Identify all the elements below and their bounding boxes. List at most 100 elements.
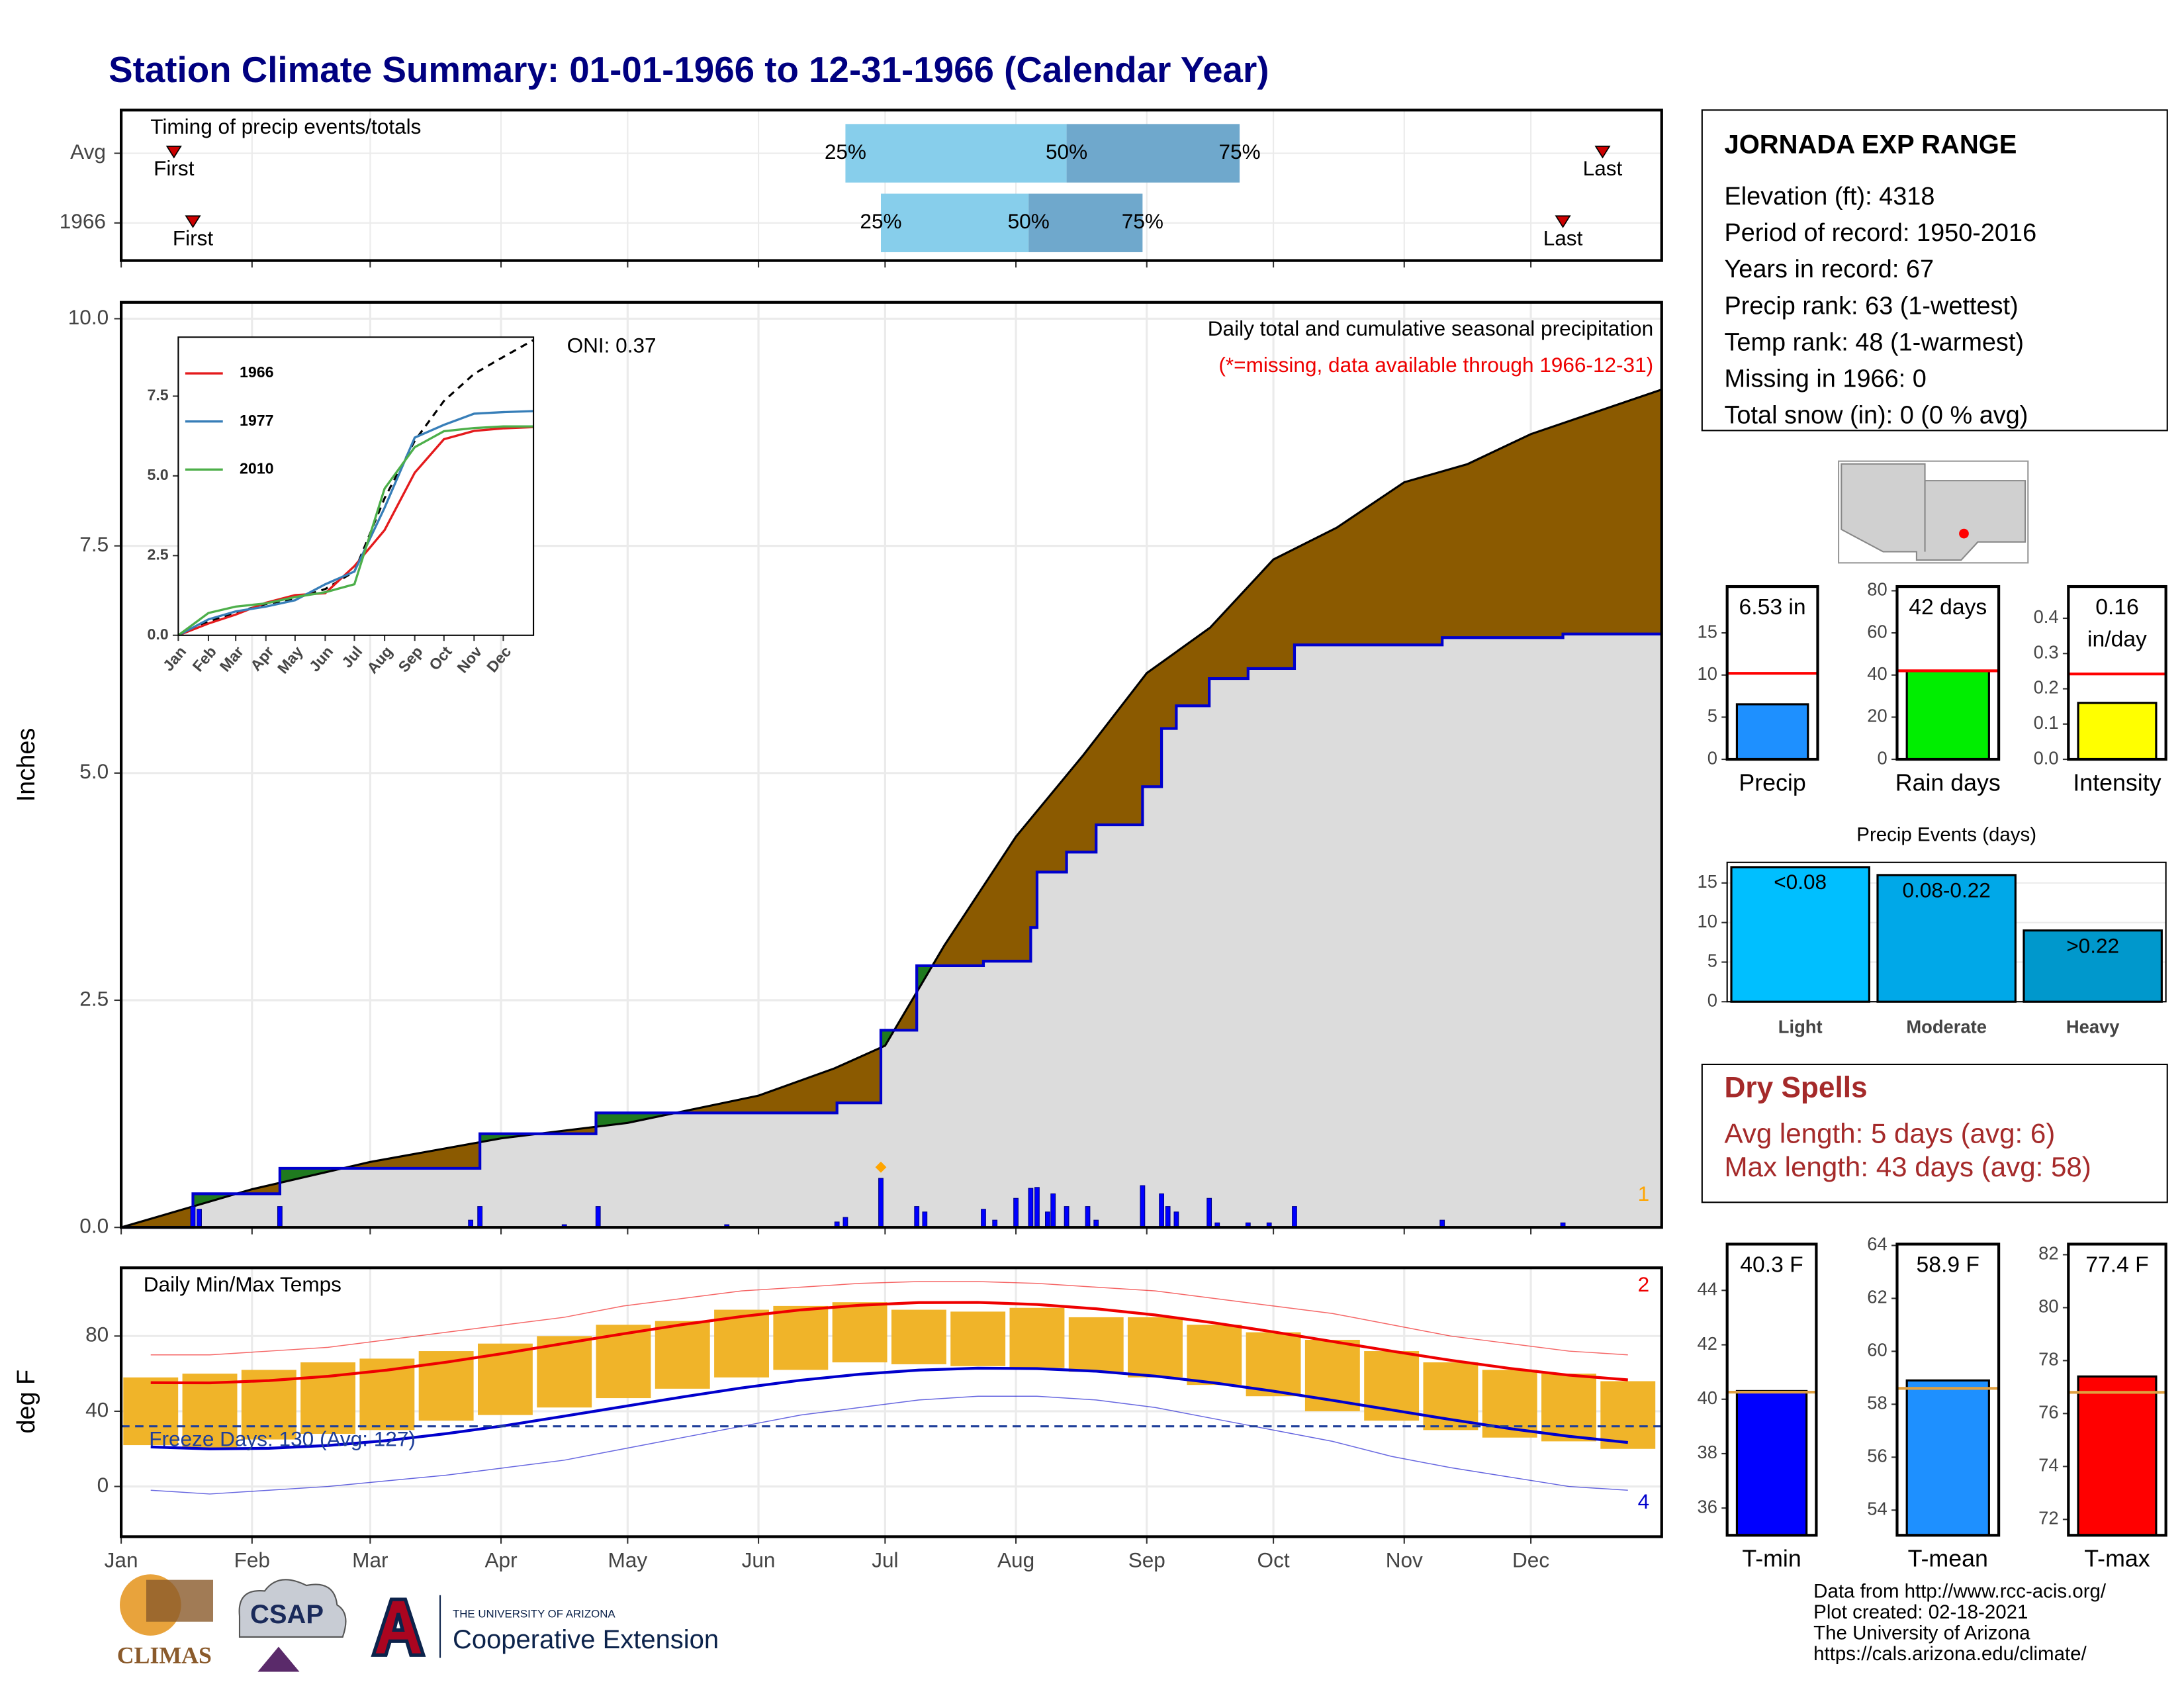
daily-precip-bar: [190, 1206, 196, 1228]
value-label-box: <0.08: [1774, 871, 1827, 896]
category-label: T-min: [1742, 1546, 1801, 1572]
record-min-line: [150, 1395, 1628, 1495]
x-tick-label: Jun: [742, 1548, 776, 1572]
credit-line: https://cals.arizona.edu/climate/: [1813, 1643, 2087, 1665]
temp-range-bar: [655, 1321, 710, 1389]
panel-subtitle: (*=missing, data available through 1966-…: [1218, 353, 1653, 377]
value-label-box: 0.16 in/day: [2087, 596, 2147, 653]
station-info: Years in record: 67: [1724, 256, 1934, 283]
station-location: [1959, 528, 1969, 539]
daily-precip-bar: [1173, 1211, 1179, 1228]
oni-annotation: ONI: 0.37: [567, 333, 657, 357]
record-max-line: [150, 1281, 1628, 1356]
y-tick-label: 10: [1698, 663, 1717, 684]
bar: [2023, 929, 2163, 1003]
value-label: 0.16 in/day: [2087, 596, 2147, 653]
daily-precip-bar: [914, 1206, 920, 1228]
event-label: First: [173, 226, 214, 250]
value-label: <0.08: [1774, 871, 1827, 896]
y-tick-label: 2.5: [147, 545, 168, 563]
quartile-bar: [1028, 193, 1143, 252]
y-tick-label: 0.0: [79, 1214, 109, 1238]
freeze-label: Freeze Days: 130 (Avg: 127): [149, 1427, 416, 1451]
series-line: [177, 410, 534, 637]
temp-range-bar: [714, 1309, 769, 1378]
bar: [1905, 1379, 1990, 1536]
category-label: Intensity: [2073, 769, 2161, 796]
x-tick-label: Jul: [872, 1548, 898, 1572]
event-marker: [1555, 215, 1571, 228]
y-tick-label: 72: [2038, 1508, 2058, 1528]
value-label-box: 0.08-0.22: [1902, 879, 1990, 903]
station-lines: Elevation (ft): 4318 Period of record: 19…: [1724, 183, 2036, 430]
daily-precip-bar: [1050, 1193, 1056, 1228]
temp-range-bar: [1009, 1307, 1065, 1368]
panel-border: [119, 301, 1663, 1229]
y-tick-label: 20: [1867, 706, 1887, 726]
category-label: T-max: [2084, 1546, 2150, 1572]
y-tick-label: 40: [1698, 1387, 1717, 1408]
daily-precip-bar: [842, 1217, 848, 1228]
y-tick-label: 10: [1698, 911, 1717, 931]
temp-range-bar: [1068, 1317, 1124, 1372]
event-marker: [185, 215, 201, 228]
bar: [2077, 1375, 2158, 1536]
corner-label: 4: [1638, 1489, 1650, 1513]
logo-text: CLIMAS: [117, 1642, 212, 1669]
temp-range-bar: [1246, 1332, 1301, 1397]
value-label: 40.3 F: [1740, 1254, 1803, 1278]
dry-spells-title: Dry Spells: [1724, 1072, 1867, 1104]
quartile-label: 25%: [860, 209, 901, 233]
bar: [1876, 874, 2017, 1003]
y-tick-label: 74: [2038, 1455, 2058, 1476]
value-label: 58.9 F: [1916, 1254, 1979, 1278]
x-tick-label: Dec: [1512, 1548, 1549, 1572]
row-label: Avg: [70, 140, 106, 164]
y-tick-label: 44: [1698, 1279, 1717, 1299]
dry-spell-info: Avg length: 5 days (avg: 6): [1724, 1117, 2055, 1149]
daily-precip-bar: [1034, 1187, 1040, 1228]
temp-range-bar: [1600, 1381, 1656, 1449]
event-label: First: [154, 156, 195, 180]
average-min-line: [150, 1366, 1628, 1450]
y-tick-label: 5: [1707, 951, 1717, 971]
quartile-label: 25%: [825, 140, 866, 164]
y-tick-label: 42: [1698, 1333, 1717, 1354]
y-tick-label: 5.0: [79, 759, 109, 783]
inset-border: [177, 336, 535, 636]
logo-text: CSAP: [250, 1600, 324, 1629]
series-line: [177, 426, 534, 637]
y-tick-label: 38: [1698, 1442, 1717, 1462]
panel-border: [1726, 861, 2167, 1003]
x-tick-label: Oct: [1257, 1548, 1290, 1572]
logo-text: Cooperative Extension: [453, 1625, 719, 1654]
x-tick-label: Jan: [105, 1548, 138, 1572]
panel-border: [1895, 1243, 2001, 1537]
page-title: Station Climate Summary: 01-01-1966 to 1…: [109, 49, 1269, 90]
panel-title: Timing of precip events/totals: [150, 115, 421, 138]
dry-spells-box: [1701, 1063, 2168, 1203]
row-label: 1966: [60, 209, 106, 233]
panel-border: [1725, 1243, 1818, 1537]
x-tick-label: Apr: [485, 1548, 518, 1572]
y-axis-label: Inches: [13, 728, 40, 802]
station-info: Missing in 1966: 0: [1724, 365, 1926, 393]
value-label: >0.22: [2066, 934, 2120, 959]
panel-border: [1895, 585, 2001, 761]
station-info: Total snow (in): 0 (0 % avg): [1724, 402, 2028, 430]
temp-range-bar: [1541, 1374, 1596, 1442]
credits: Data from http://www.rcc-acis.org/Plot c…: [1813, 1580, 2107, 1665]
y-tick-label: 56: [1867, 1446, 1887, 1466]
station-name: JORNADA EXP RANGE: [1724, 130, 2017, 160]
daily-precip-bar: [981, 1209, 986, 1228]
panel-title: Daily total and cumulative seasonal prec…: [1208, 316, 1653, 340]
quartile-bar: [880, 193, 1029, 252]
y-tick-label: 40: [85, 1397, 109, 1421]
quartile-label: 50%: [1008, 209, 1050, 233]
y-tick-label: 0.1: [2034, 712, 2059, 733]
daily-precip-bar: [277, 1206, 283, 1228]
x-tick-label: Nov: [1386, 1548, 1423, 1572]
temp-range-bar: [950, 1311, 1006, 1366]
